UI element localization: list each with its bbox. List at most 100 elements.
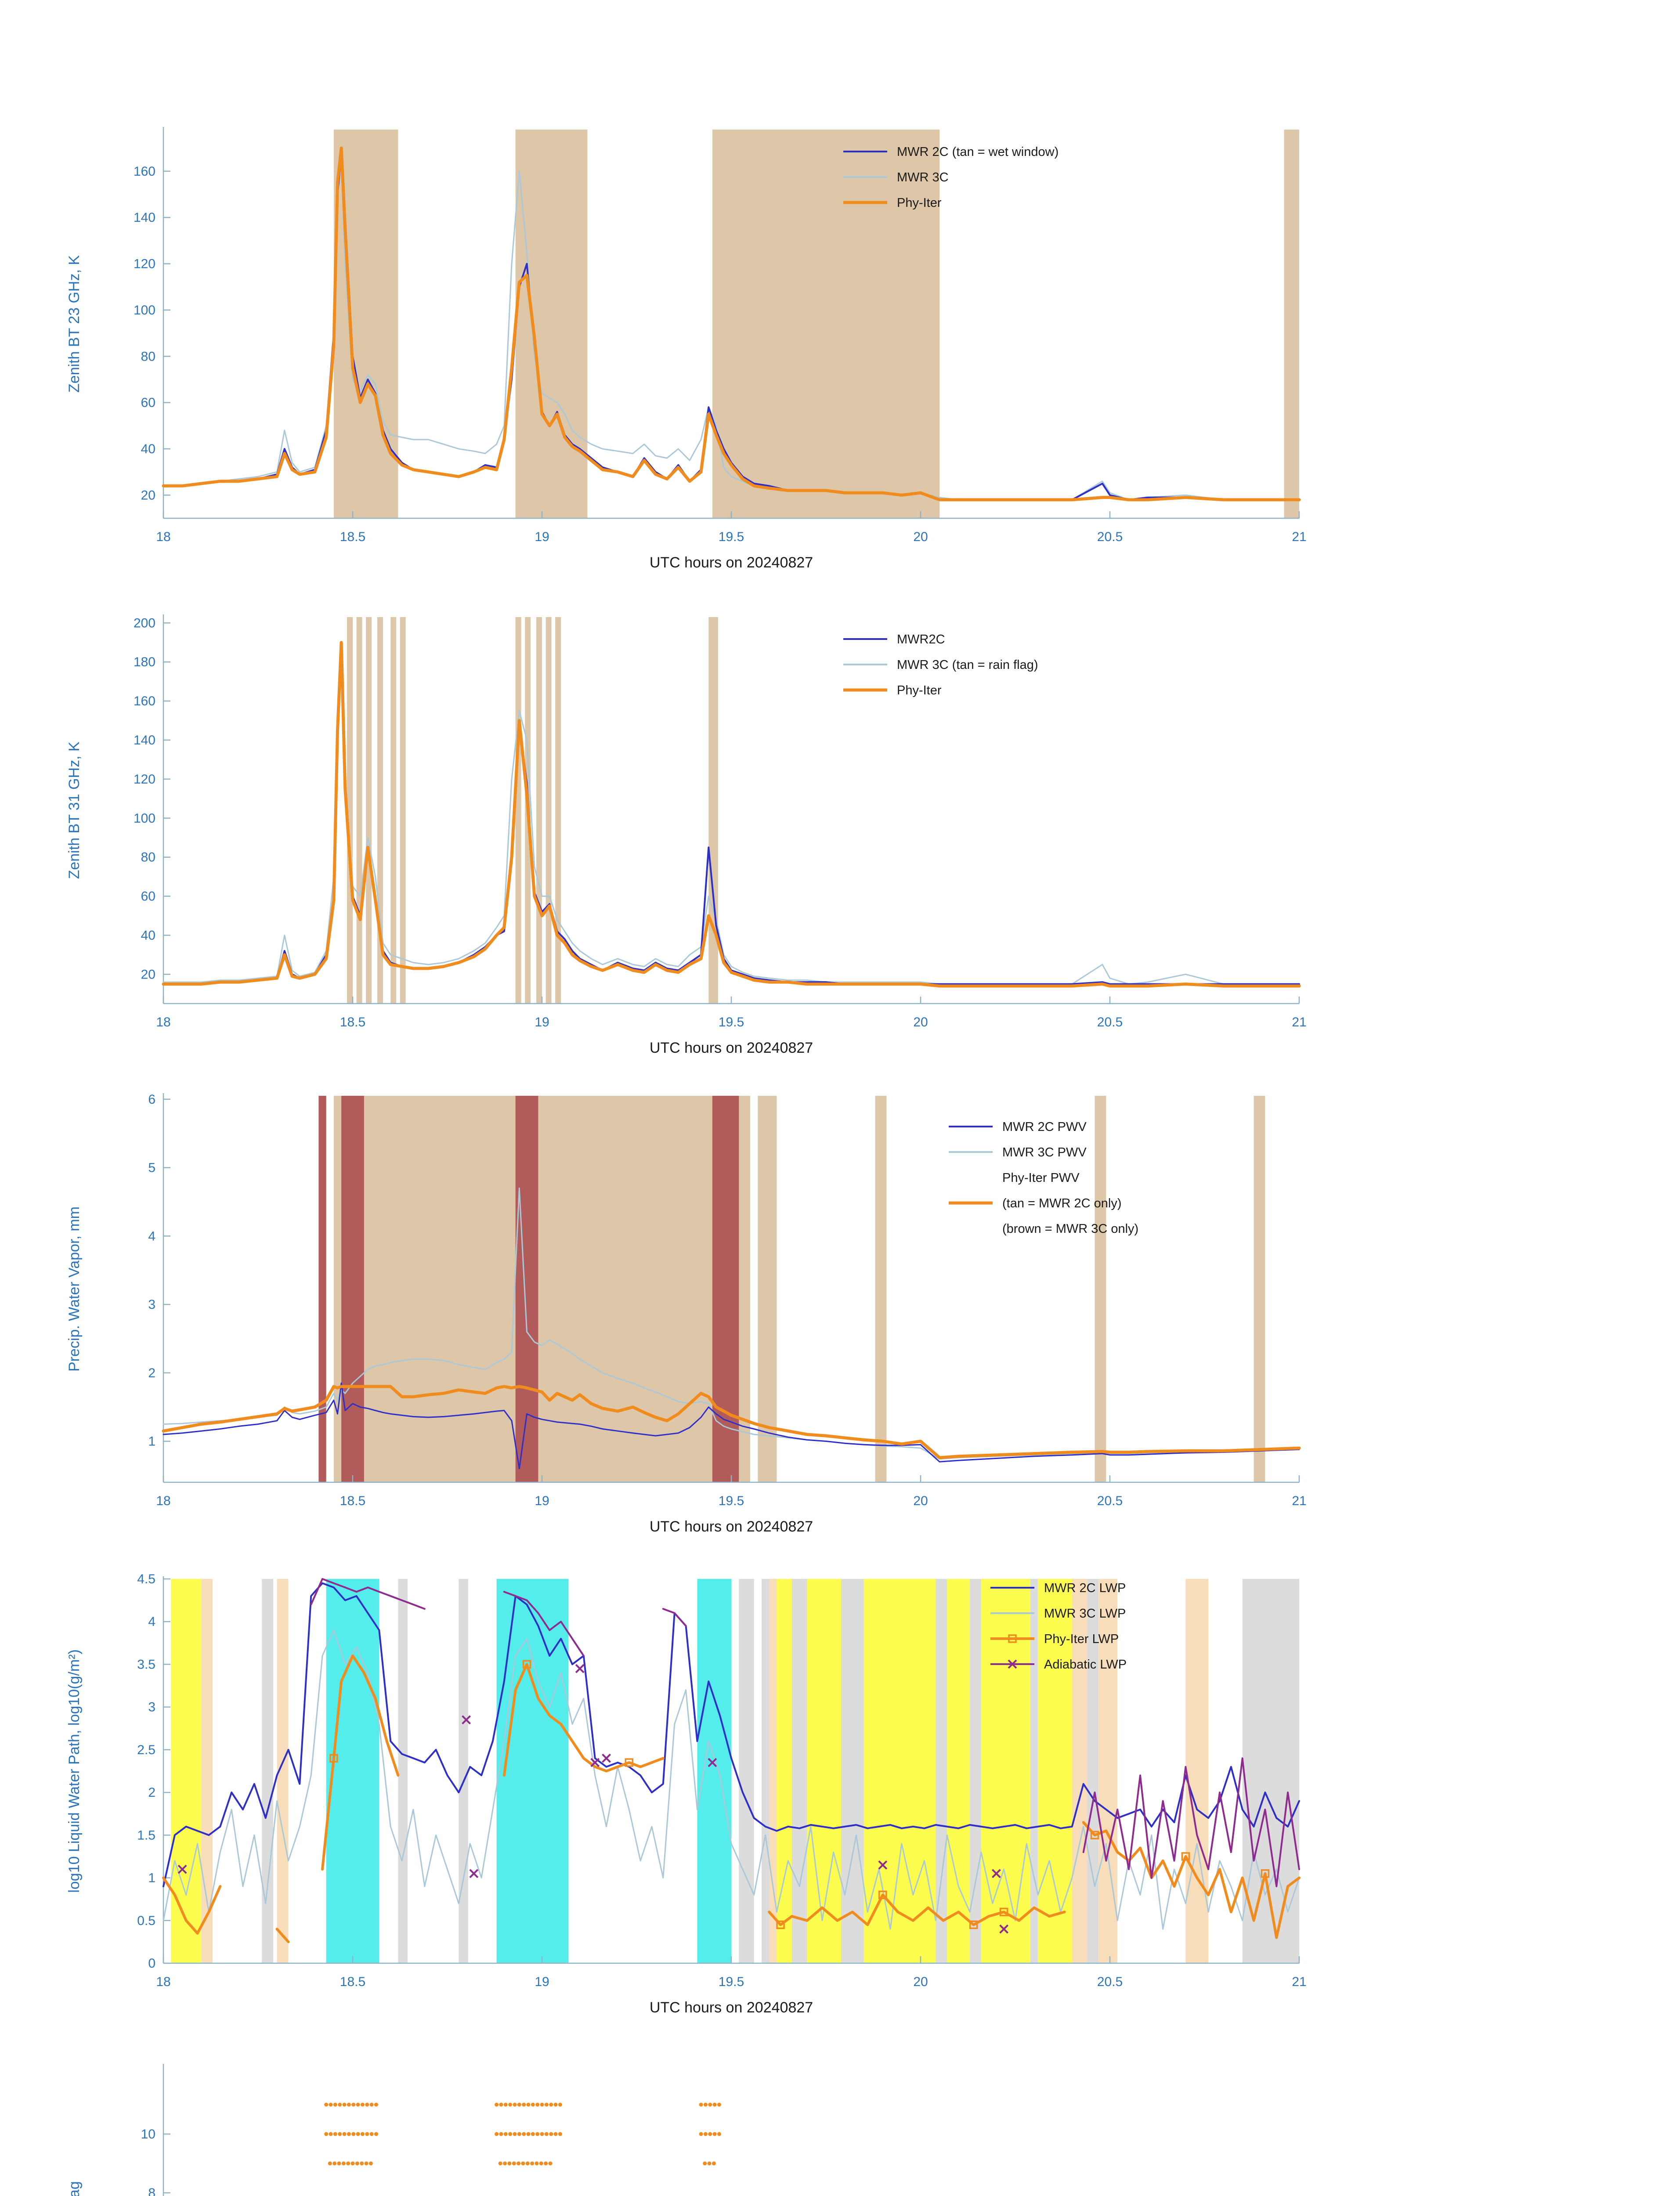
dq-flag-dot bbox=[712, 2132, 717, 2136]
legend-label: MWR2C bbox=[897, 632, 945, 647]
x-tick-label: 18.5 bbox=[340, 1015, 365, 1029]
panel-lwp-legend: MWR 2C LWP MWR 3C LWP Phy-Iter LWP Adiabati… bbox=[990, 1581, 1127, 1672]
square-marker bbox=[522, 1660, 531, 1669]
y-tick-label: 4 bbox=[148, 1614, 155, 1629]
dq-flag-dot bbox=[503, 2161, 507, 2166]
panel-lwp: 0 0.5 1 1.5 2 2.5 3 3.5 4 4.5 18 18.5 19 19.5 20 20.5 21… bbox=[66, 1572, 1307, 2016]
series-phyiter bbox=[162, 641, 1301, 988]
tan-flag-band bbox=[400, 617, 406, 1004]
panel-lwp-series bbox=[162, 1578, 1301, 1943]
y-tick-label: 100 bbox=[134, 303, 155, 318]
legend-label: (brown = MWR 3C only) bbox=[1002, 1222, 1138, 1236]
legend-label: MWR 2C PWV bbox=[1002, 1120, 1087, 1134]
dq-flag-dot bbox=[499, 2102, 503, 2107]
panel-pwv: 1 2 3 4 5 6 18 18.5 19 19.5 20 20.5 21 UTC hours on 2… bbox=[66, 1092, 1307, 1535]
dq-flag-dot bbox=[717, 2132, 721, 2136]
x-tick-label: 21 bbox=[1292, 1494, 1306, 1508]
dq-flag-dot bbox=[360, 2102, 365, 2107]
panel-bt31: 20 40 60 80 100 120 140 160 180 200 18 18.5 19 19.5 20… bbox=[66, 614, 1307, 1056]
y-tick-label: 40 bbox=[141, 442, 155, 456]
yellow-flag-band bbox=[981, 1579, 1030, 1963]
square-marker bbox=[776, 1920, 785, 1929]
dq-flag-dot bbox=[355, 2161, 359, 2166]
dq-flag-dot bbox=[508, 2132, 513, 2136]
square-marker bbox=[1261, 1869, 1270, 1878]
dq-flag-dot bbox=[703, 2132, 708, 2136]
x-marker bbox=[602, 1753, 611, 1763]
dq-flag-dot bbox=[347, 2132, 351, 2136]
y-tick-label: 160 bbox=[134, 694, 155, 708]
tan-flag-band bbox=[390, 617, 397, 1004]
yellow-flag-band bbox=[947, 1579, 970, 1963]
cyan-flag-band bbox=[496, 1579, 569, 1963]
legend-label: MWR 3C bbox=[897, 170, 949, 184]
cyan-flag-band bbox=[697, 1579, 731, 1963]
y-tick-label: 120 bbox=[134, 257, 155, 271]
tan-flag-band bbox=[515, 617, 521, 1004]
lightorange-flag-band bbox=[1185, 1579, 1209, 1963]
dq-flag-dot bbox=[364, 2161, 369, 2166]
yellow-flag-band bbox=[807, 1579, 841, 1963]
y-tick-label: 120 bbox=[134, 772, 155, 787]
dq-flag-dot bbox=[342, 2102, 347, 2107]
x-tick-label: 18 bbox=[156, 1975, 170, 1989]
x-tick-label: 19 bbox=[535, 530, 549, 544]
dq-flag-dot bbox=[535, 2102, 540, 2107]
x-tick-label: 21 bbox=[1292, 1015, 1306, 1029]
dq-flag-dot bbox=[328, 2161, 332, 2166]
panel-bt23-series bbox=[162, 146, 1301, 502]
dq-flag-dot bbox=[703, 2102, 708, 2107]
legend-label: MWR 3C LWP bbox=[1044, 1607, 1126, 1621]
panel-bt23-legend: MWR 2C (tan = wet window) MWR 3C Phy-Iter bbox=[843, 145, 1059, 210]
dq-flag-dot bbox=[495, 2102, 499, 2107]
y-tick-label: 0.5 bbox=[137, 1914, 155, 1928]
dq-flag-dot bbox=[526, 2132, 531, 2136]
series-mwr3c_pwv bbox=[163, 1187, 1300, 1460]
panel-bt23-axes: 20 40 60 80 100 120 140 160 18 18.5 19 19.5 20 20.5 21 bbox=[134, 127, 1307, 544]
legend-label: MWR 3C (tan = rain flag) bbox=[897, 658, 1038, 672]
dq-flag-dot bbox=[530, 2161, 535, 2166]
series-adiabatic_lwp bbox=[1082, 1757, 1300, 1887]
series-mwr3c bbox=[163, 651, 1300, 985]
yellow-flag-band bbox=[863, 1579, 936, 1963]
dq-flag-dot bbox=[356, 2132, 360, 2136]
x-marker bbox=[999, 1924, 1009, 1934]
dq-flag-dot bbox=[360, 2161, 364, 2166]
y-tick-label: 6 bbox=[148, 1092, 155, 1107]
series-adiabatic_lwp bbox=[662, 1608, 687, 1627]
x-marker bbox=[878, 1860, 888, 1870]
dq-flag-dot bbox=[539, 2161, 543, 2166]
y-tick-label: 3 bbox=[148, 1700, 155, 1715]
panel-bt31-bands bbox=[347, 617, 718, 1004]
dq-flag-dot bbox=[513, 2132, 517, 2136]
dq-flag-dot bbox=[558, 2102, 562, 2107]
legend-label: Adiabatic LWP bbox=[1044, 1658, 1127, 1672]
x-axis-label: UTC hours on 20240827 bbox=[650, 1040, 813, 1056]
tan-flag-band bbox=[366, 617, 372, 1004]
tan-flag-band bbox=[356, 617, 362, 1004]
brown-flag-band bbox=[515, 1096, 538, 1482]
tan-flag-band bbox=[875, 1096, 887, 1482]
dq-flag-dot bbox=[495, 2132, 499, 2136]
dq-flag-dot bbox=[522, 2102, 526, 2107]
series-adiabatic_lwp bbox=[310, 1578, 426, 1610]
dq-flag-dot bbox=[503, 2132, 508, 2136]
gray-flag-band bbox=[791, 1579, 807, 1963]
x-axis-label: UTC hours on 20240827 bbox=[650, 1999, 813, 2016]
x-tick-label: 18 bbox=[156, 1494, 170, 1508]
panel-bt23-bands bbox=[333, 130, 1299, 518]
tan-flag-band bbox=[555, 617, 561, 1004]
tan-flag-band bbox=[1284, 130, 1299, 518]
y-tick-label: 2 bbox=[148, 1785, 155, 1800]
x-tick-label: 20.5 bbox=[1097, 1494, 1123, 1508]
dq-flag-dot bbox=[342, 2132, 347, 2136]
x-tick-label: 18.5 bbox=[340, 1975, 365, 1989]
dq-flag-dot bbox=[324, 2102, 329, 2107]
dq-flag-dot bbox=[324, 2132, 329, 2136]
legend-label: MWR 2C (tan = wet window) bbox=[897, 145, 1059, 159]
dq-flag-dot bbox=[360, 2132, 365, 2136]
square-marker bbox=[625, 1758, 634, 1767]
dq-flag-dot bbox=[708, 2132, 712, 2136]
